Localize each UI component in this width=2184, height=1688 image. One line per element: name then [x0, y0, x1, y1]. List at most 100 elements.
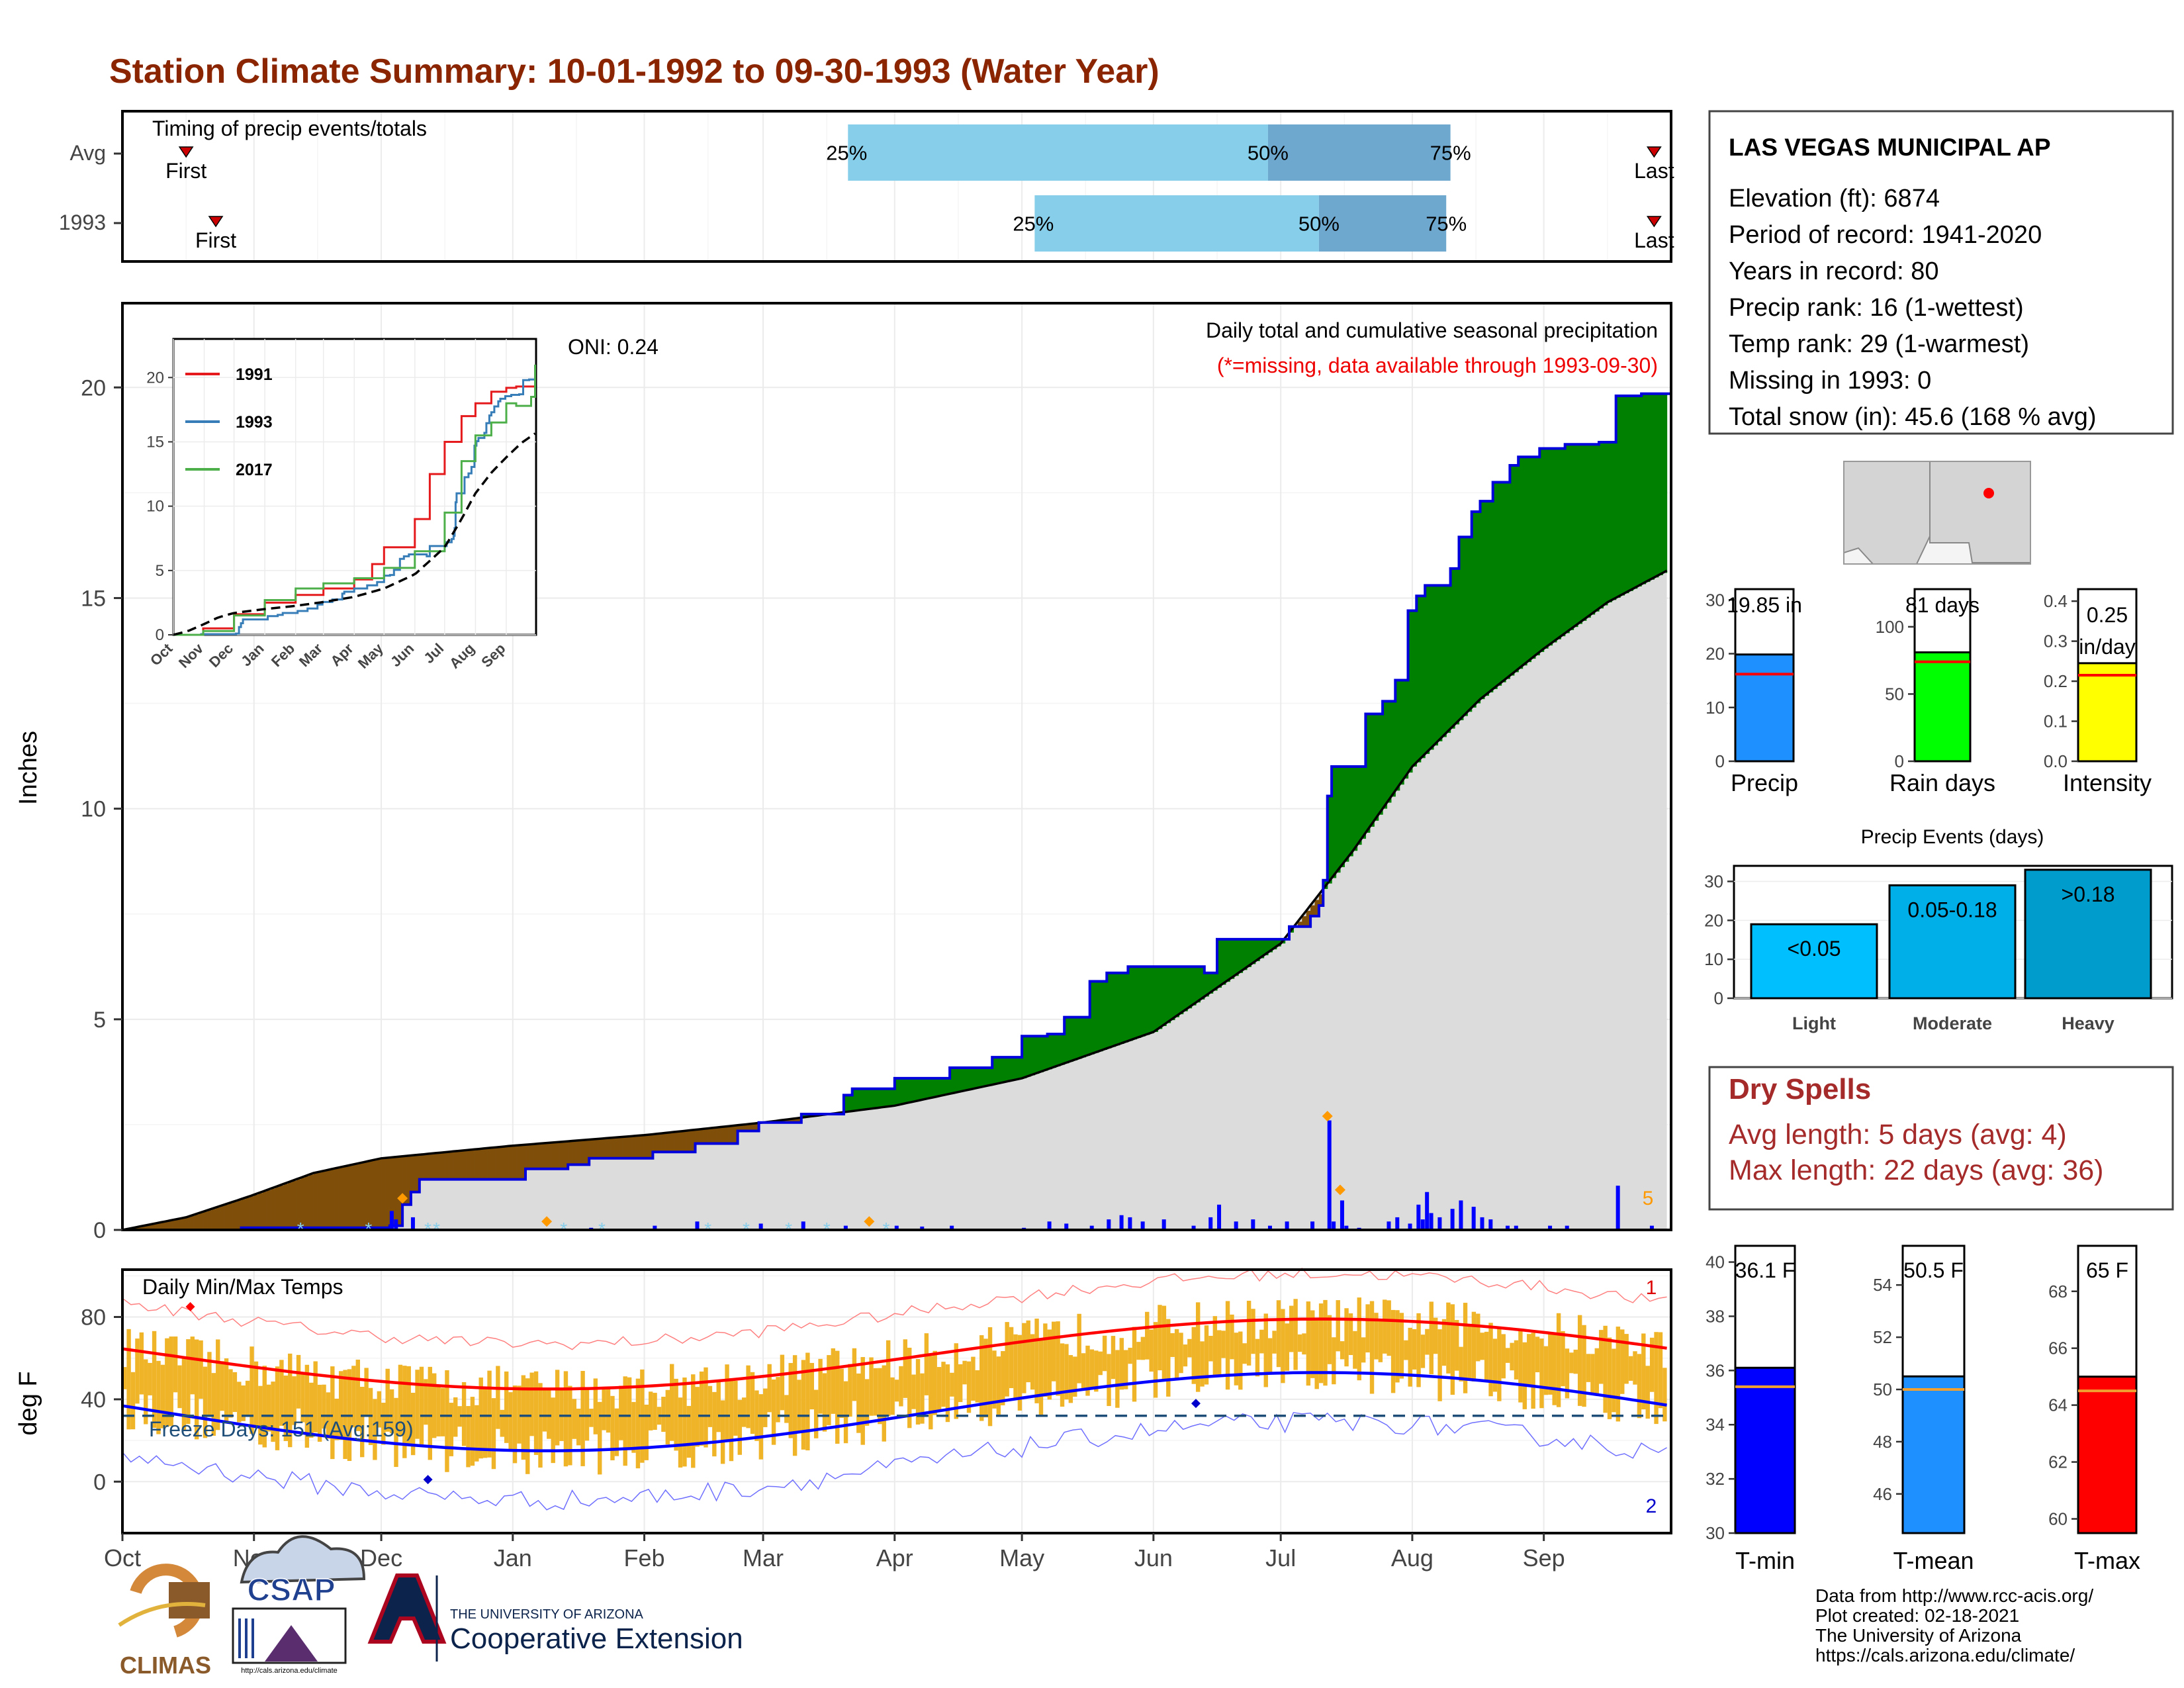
temp-daily-bar: [648, 1391, 653, 1430]
precip-above-average: [1518, 457, 1524, 669]
temp-daily-bar: [864, 1379, 870, 1426]
precip-above-average: [1001, 1057, 1006, 1083]
temp-daily-bar: [979, 1335, 984, 1421]
precip-y-tick-label: 0: [93, 1218, 106, 1243]
precip-above-average: [864, 1088, 870, 1110]
temp-daily-bar: [1149, 1329, 1154, 1372]
precip-below-average: [606, 1138, 611, 1158]
timing-bar-q2: [1318, 195, 1447, 252]
precip-daily-bar: [1140, 1221, 1145, 1230]
precip-below-average: [156, 1223, 161, 1230]
temp-daily-bar: [1047, 1329, 1052, 1400]
summary-bar-tick-label: 0.1: [2044, 712, 2068, 731]
precip-below-average: [169, 1221, 174, 1230]
precip-above-average: [882, 1088, 887, 1107]
temp-daily-bar: [1140, 1336, 1146, 1360]
temp-daily-bar: [517, 1385, 522, 1444]
precip-above-average: [1552, 448, 1557, 643]
temp-daily-bar: [860, 1357, 865, 1445]
precip-above-average: [1132, 966, 1137, 1040]
summary-bar-rain-days: [1913, 651, 1972, 763]
temp-summary-tick-label: 32: [1706, 1469, 1725, 1489]
temp-daily-bar: [572, 1399, 576, 1439]
precip-above-average: [1068, 1017, 1073, 1062]
temp-daily-bar: [1302, 1333, 1306, 1355]
temp-daily-bar: [440, 1387, 445, 1436]
precip-above-average: [1654, 393, 1659, 578]
temp-daily-bar: [1497, 1326, 1502, 1401]
precip-below-average: [704, 1129, 709, 1144]
precip-above-average: [933, 1078, 938, 1098]
precip-above-average: [1153, 966, 1158, 1032]
precip-above-average: [1332, 767, 1337, 878]
precip-above-average: [1085, 1017, 1091, 1056]
temp-daily-bar: [1353, 1331, 1357, 1369]
precip-above-average: [1230, 939, 1235, 979]
temp-summary-tick-label: 66: [2048, 1338, 2068, 1358]
temp-daily-bar: [1390, 1309, 1396, 1393]
precip-daily-bar: [1437, 1217, 1442, 1230]
precip-below-average: [555, 1142, 560, 1169]
temp-daily-bar: [271, 1382, 275, 1442]
precip-below-average: [746, 1124, 751, 1131]
temp-daily-bar: [428, 1366, 432, 1460]
temp-daily-bar: [156, 1360, 161, 1434]
temp-daily-bar: [869, 1357, 874, 1416]
precip-above-average: [1191, 966, 1197, 1006]
temp-daily-bar: [983, 1338, 988, 1418]
temp-daily-bar: [491, 1398, 496, 1470]
precip-below-average: [712, 1127, 717, 1144]
temp-daily-bar: [644, 1404, 649, 1460]
precip-below-average: [304, 1176, 310, 1228]
precip-daily-bar: [1459, 1200, 1463, 1230]
location-map: [1843, 461, 2031, 565]
precip-events-tick-label: 20: [1704, 910, 1723, 930]
precip-above-average: [1102, 981, 1107, 1051]
precip-below-average: [563, 1141, 569, 1169]
temp-daily-bar: [971, 1356, 976, 1401]
temp-daily-bar: [237, 1382, 242, 1423]
temp-daily-bar: [1153, 1322, 1158, 1398]
precip-below-average: [343, 1166, 348, 1228]
precip-above-average: [873, 1088, 878, 1109]
temp-daily-bar: [852, 1348, 857, 1401]
summary-bar-tick-label: 100: [1876, 617, 1904, 637]
precip-above-average: [1429, 585, 1434, 750]
precip-above-average: [1505, 482, 1510, 679]
precip-above-average: [1272, 939, 1277, 950]
temp-daily-bar: [1132, 1327, 1137, 1402]
precip-below-average: [640, 1135, 645, 1158]
precip-events-bar-label: 0.05-0.18: [1907, 898, 1997, 921]
temp-daily-bar: [135, 1338, 140, 1404]
precip-below-average: [300, 1178, 306, 1228]
inset-legend-label: 1991: [236, 365, 273, 384]
precip-above-average: [1119, 972, 1124, 1044]
precip-daily-bar: [1107, 1219, 1111, 1230]
temp-daily-bar: [929, 1356, 933, 1430]
temp-daily-bar: [1077, 1313, 1081, 1383]
temp-daily-bar: [1573, 1349, 1578, 1374]
temp-daily-bar: [144, 1359, 148, 1425]
precip-below-average: [559, 1142, 565, 1169]
temp-daily-bar: [742, 1397, 747, 1427]
precip-below-average: [593, 1139, 598, 1158]
precip-above-average: [1467, 537, 1473, 712]
precip-daily-bar: [1420, 1219, 1425, 1230]
temp-daily-bar: [1056, 1321, 1060, 1396]
temp-daily-bar: [360, 1387, 365, 1458]
precip-daily-bar: [1251, 1219, 1255, 1230]
precip-below-average: [661, 1133, 666, 1152]
temp-daily-bar: [1552, 1334, 1557, 1405]
temp-daily-bar: [589, 1409, 594, 1427]
precip-below-average: [199, 1213, 204, 1230]
figure-title: Station Climate Summary: 10-01-1992 to 0…: [109, 52, 1160, 91]
temp-extreme-marker: [423, 1475, 433, 1485]
precip-below-average: [216, 1207, 221, 1230]
precip-below-average: [644, 1135, 649, 1158]
temp-daily-bar: [1234, 1333, 1239, 1385]
temp-daily-bar: [1285, 1323, 1290, 1371]
inset-series-1993: [173, 378, 536, 636]
temp-daily-bar: [720, 1400, 725, 1464]
precip-above-average: [1344, 767, 1349, 862]
temp-daily-bar: [682, 1377, 687, 1467]
